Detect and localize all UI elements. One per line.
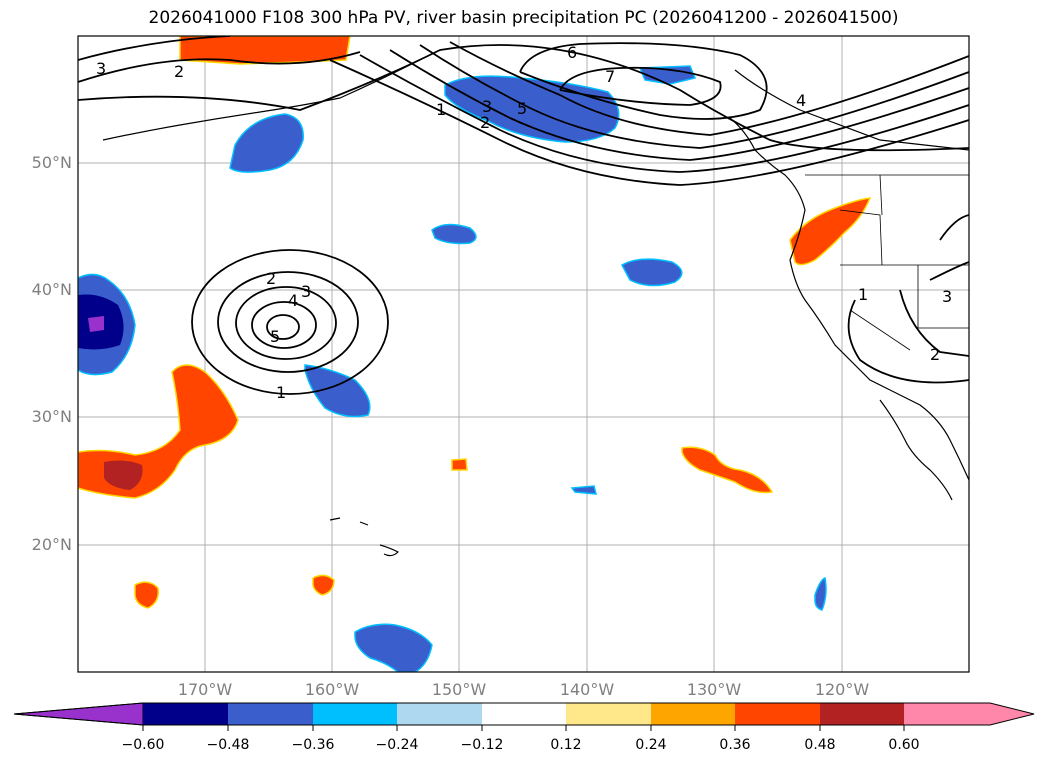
political-borders: [805, 174, 969, 351]
colorbar-segment: [651, 703, 735, 725]
coastlines: [102, 59, 969, 557]
precip-negative-area: [570, 485, 597, 495]
map-background: [78, 36, 969, 672]
precip-positive-area: [681, 446, 774, 494]
lon-label: 120°W: [814, 680, 870, 699]
precip-extreme-negative: [88, 316, 104, 332]
precip-strong-positive: [104, 460, 143, 490]
precip-positive-area: [312, 574, 335, 596]
lon-label: 140°W: [559, 680, 615, 699]
contour-label: 2: [480, 113, 490, 132]
map-frame: [77, 35, 970, 673]
contour-label: 3: [942, 287, 952, 306]
colorbar-segment: [566, 703, 651, 725]
colorbar-segment: [735, 703, 820, 725]
contour-label: 4: [796, 91, 806, 110]
colorbar-tick: −0.24: [375, 737, 419, 753]
colorbar-tick: 0.24: [635, 737, 667, 753]
lon-label: 170°W: [177, 680, 233, 699]
colorbar-segment: [143, 703, 228, 725]
contour-label: 2: [930, 345, 940, 364]
contour-label: 5: [517, 99, 527, 118]
contour-label: 6: [567, 43, 577, 62]
colorbar-tick: 0.12: [550, 737, 582, 753]
colorbar-segment: [228, 703, 313, 725]
colorbar-tick: −0.12: [460, 737, 504, 753]
contour-label: 1: [436, 100, 446, 119]
colorbar-extend-high: [904, 703, 1034, 725]
precip-negative-area: [431, 223, 477, 245]
precip-negative-area: [304, 364, 371, 418]
contour-label: 1: [276, 383, 286, 402]
colorbar-segment: [482, 703, 566, 725]
pv-contours: [78, 36, 969, 395]
contour-label: 4: [288, 291, 298, 310]
colorbar-tick: −0.60: [121, 737, 165, 753]
precip-negative-area: [229, 113, 304, 173]
lat-label: 40°N: [31, 280, 72, 299]
lon-label: 150°W: [431, 680, 487, 699]
gridlines: [78, 36, 969, 672]
colorbar-extend-low: [13, 702, 144, 726]
colorbar-tick: 0.36: [719, 737, 751, 753]
colorbar-segment: [820, 703, 904, 725]
colorbar-tick: −0.48: [206, 737, 250, 753]
precip-negative-area: [620, 258, 683, 287]
contour-label: 3: [96, 59, 106, 78]
lon-label: 130°W: [686, 680, 742, 699]
colorbar-tick: 0.48: [804, 737, 836, 753]
precip-positive-area: [789, 197, 872, 266]
colorbar-tick: −0.36: [291, 737, 335, 753]
precip-negative-area: [354, 623, 433, 672]
contour-label: 3: [301, 282, 311, 301]
lat-label: 30°N: [31, 407, 72, 426]
contour-label: 2: [174, 62, 184, 81]
colorbar-segment: [397, 703, 482, 725]
precip-negative-area: [638, 65, 697, 85]
contour-label: 7: [605, 67, 615, 86]
lat-label: 50°N: [31, 153, 72, 172]
precip-positive-area: [134, 581, 160, 609]
contour-label: 2: [266, 269, 276, 288]
contour-label: 1: [858, 285, 868, 304]
precip-negative-area: [814, 576, 827, 611]
contour-label: 5: [270, 327, 280, 346]
colorbar: [13, 702, 1035, 731]
pv-contour-labels: 3 2 1 2 3 5 6 7 4 2 3 4 5 1 1 2 3: [96, 43, 952, 402]
precip-positive-area: [451, 458, 468, 471]
colorbar-tick: 0.60: [888, 737, 920, 753]
colorbar-segment: [313, 703, 397, 725]
map-title: 2026041000 F108 300 hPa PV, river basin …: [148, 8, 899, 28]
contour-label: 3: [482, 97, 492, 116]
lat-label: 20°N: [31, 535, 72, 554]
lon-label: 160°W: [304, 680, 360, 699]
